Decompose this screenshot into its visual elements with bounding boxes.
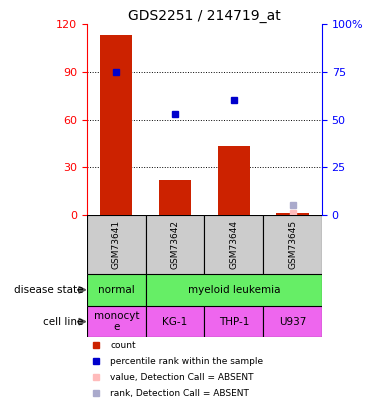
Text: count: count [110,341,136,350]
Text: GSM73641: GSM73641 [112,220,121,269]
Text: monocyt
e: monocyt e [94,311,139,333]
Bar [218,147,250,215]
Text: U937: U937 [279,317,306,326]
Bar [276,213,309,215]
Bar [146,306,205,337]
Title: GDS2251 / 214719_at: GDS2251 / 214719_at [128,9,281,23]
Text: GSM73642: GSM73642 [171,220,179,269]
Bar [263,215,322,274]
Bar [87,306,146,337]
Bar [146,215,205,274]
Text: percentile rank within the sample: percentile rank within the sample [110,357,263,366]
Text: value, Detection Call = ABSENT: value, Detection Call = ABSENT [110,373,254,382]
Text: THP-1: THP-1 [219,317,249,326]
Bar [263,306,322,337]
Text: myeloid leukemia: myeloid leukemia [188,285,280,295]
Text: GSM73645: GSM73645 [288,220,297,269]
Bar [87,274,146,306]
Bar [146,274,322,306]
Text: rank, Detection Call = ABSENT: rank, Detection Call = ABSENT [110,388,249,398]
Text: KG-1: KG-1 [162,317,188,326]
Bar [204,306,263,337]
Text: cell line: cell line [43,317,83,326]
Text: normal: normal [98,285,135,295]
Bar [159,180,191,215]
Text: disease state: disease state [14,285,83,295]
Bar [204,215,263,274]
Text: GSM73644: GSM73644 [229,220,238,269]
Bar [87,215,146,274]
Bar [100,35,132,215]
